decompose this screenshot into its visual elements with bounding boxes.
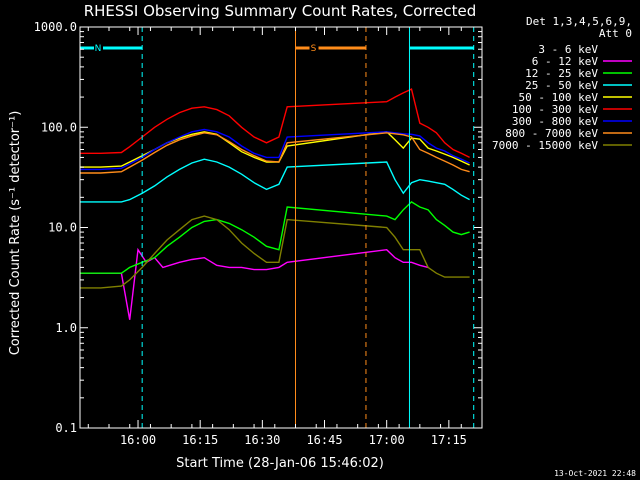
series-line-3-6-kev (129, 279, 408, 344)
series-line-6-12-kev (80, 247, 429, 320)
series-line-50-100-kev (80, 131, 470, 168)
series-line-25-50-kev (80, 158, 470, 203)
x-tick-label: 16:00 (120, 433, 156, 447)
y-axis-label: Corrected Count Rate (s⁻¹ detector⁻¹) (8, 111, 23, 356)
y-tick-label: 1.0 (55, 321, 77, 335)
legend-label-800-7000-kev: 800 - 7000 keV (505, 127, 598, 140)
series-line-300-800-kev (80, 128, 470, 171)
legend-label-12-25-kev: 12 - 25 keV (525, 67, 598, 80)
legend-label-6-12-kev: 6 - 12 keV (532, 55, 599, 68)
y-tick-label: 100.0 (41, 120, 77, 134)
legend-header-attenuator: Att 0 (599, 27, 632, 40)
legend-label-50-100-kev: 50 - 100 keV (519, 91, 599, 104)
y-tick-label: 1000.0 (34, 20, 77, 34)
x-tick-label: 17:00 (369, 433, 405, 447)
axis-ticks: 0.1 1.0 10.0 100.0 1000.0 16:00 16:15 16:30 16:4… (34, 20, 482, 447)
legend-label-25-50-kev: 25 - 50 keV (525, 79, 598, 92)
chart-title: RHESSI Observing Summary Count Rates, Co… (84, 2, 477, 20)
legend-label-3-6-kev: 3 - 6 keV (538, 43, 598, 56)
series-line-7000-15000-kev (80, 215, 470, 289)
legend-header-detectors: Det 1,3,4,5,6,9, (526, 15, 632, 28)
y-tick-label: 10.0 (48, 221, 77, 235)
legend-label-300-800-kev: 300 - 800 keV (512, 115, 598, 128)
series-line-800-7000-kev (80, 132, 470, 174)
legend-label-100-300-kev: 100 - 300 keV (512, 103, 598, 116)
annotation-span-label-bg (309, 42, 319, 54)
x-tick-label: 16:30 (244, 433, 280, 447)
x-axis-label: Start Time (28-Jan-06 15:46:02) (176, 456, 384, 471)
y-tick-label: 0.1 (55, 421, 77, 435)
annotation-span-label: N (95, 44, 102, 54)
x-tick-label: 17:15 (431, 433, 467, 447)
plot-lines (80, 88, 470, 344)
render-timestamp: 13-Oct-2021 22:48 (554, 469, 636, 478)
x-tick-label: 16:45 (306, 433, 342, 447)
series-line-100-300-kev (80, 88, 470, 159)
x-tick-label: 16:15 (182, 433, 218, 447)
annotation-span-label-bg (94, 42, 103, 54)
annotation-span-label: S (311, 44, 317, 54)
legend-label-7000-15000-kev: 7000 - 15000 keV (492, 139, 598, 152)
